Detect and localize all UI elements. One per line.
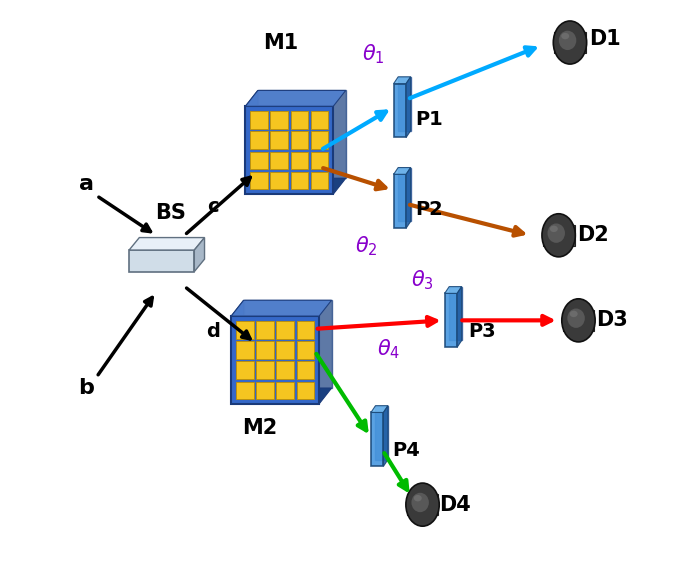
Polygon shape (563, 310, 594, 331)
Polygon shape (231, 301, 331, 316)
Text: D4: D4 (439, 494, 471, 515)
Polygon shape (398, 77, 410, 131)
Bar (271, 132, 288, 149)
Bar (297, 382, 314, 399)
Polygon shape (371, 406, 388, 413)
Polygon shape (246, 90, 346, 107)
Polygon shape (406, 77, 410, 138)
Text: P3: P3 (468, 322, 495, 341)
Ellipse shape (561, 33, 570, 39)
Bar (276, 341, 294, 359)
Bar (256, 321, 274, 338)
Text: $\theta_3$: $\theta_3$ (411, 269, 434, 293)
Ellipse shape (547, 223, 565, 243)
Polygon shape (406, 168, 410, 228)
Bar (251, 172, 268, 189)
Polygon shape (543, 225, 574, 246)
Bar (271, 172, 288, 189)
Bar (276, 321, 294, 338)
Polygon shape (246, 179, 346, 194)
Polygon shape (231, 301, 244, 404)
Bar (236, 382, 253, 399)
Polygon shape (554, 32, 586, 53)
Text: $\theta_2$: $\theta_2$ (354, 235, 377, 259)
Bar (291, 111, 308, 129)
Polygon shape (194, 238, 205, 272)
Bar (236, 321, 253, 338)
Bar (271, 151, 288, 169)
Bar (311, 132, 329, 149)
Bar (231, 316, 319, 404)
Ellipse shape (542, 214, 575, 257)
Bar (297, 341, 314, 359)
Text: D3: D3 (597, 310, 628, 331)
Polygon shape (394, 168, 410, 175)
Polygon shape (457, 287, 462, 347)
Bar (256, 361, 274, 379)
Bar (236, 361, 253, 379)
Text: M1: M1 (263, 32, 298, 53)
Text: b: b (78, 378, 94, 399)
Bar (394, 84, 406, 138)
Bar (256, 341, 274, 359)
Text: D1: D1 (589, 28, 621, 49)
Bar (291, 151, 308, 169)
Ellipse shape (559, 31, 576, 50)
Text: P2: P2 (415, 200, 443, 219)
Bar (311, 151, 329, 169)
Text: $\theta_1$: $\theta_1$ (362, 42, 385, 66)
Text: d: d (206, 322, 219, 341)
Ellipse shape (412, 493, 429, 512)
Bar (311, 111, 329, 129)
Polygon shape (244, 301, 331, 388)
Ellipse shape (406, 483, 439, 526)
Text: $\theta_4$: $\theta_4$ (377, 337, 400, 361)
Text: P1: P1 (415, 109, 443, 129)
Ellipse shape (562, 299, 595, 342)
Bar (297, 361, 314, 379)
Polygon shape (231, 388, 331, 404)
Bar (394, 175, 406, 228)
Text: D2: D2 (577, 225, 609, 246)
Ellipse shape (570, 311, 578, 317)
Polygon shape (394, 77, 410, 84)
Bar (246, 107, 334, 194)
Ellipse shape (567, 308, 585, 328)
Ellipse shape (554, 21, 587, 64)
Polygon shape (398, 168, 410, 222)
Bar (251, 111, 268, 129)
Polygon shape (407, 494, 439, 515)
Ellipse shape (550, 226, 558, 232)
Polygon shape (258, 90, 346, 179)
Text: M2: M2 (242, 418, 277, 438)
Text: c: c (207, 197, 219, 217)
Bar (236, 341, 253, 359)
Polygon shape (383, 406, 388, 466)
Bar (291, 132, 308, 149)
Bar (271, 111, 288, 129)
Bar (251, 132, 268, 149)
Ellipse shape (414, 495, 421, 501)
Bar (276, 361, 294, 379)
Bar (291, 172, 308, 189)
Polygon shape (449, 287, 462, 340)
Bar (276, 382, 294, 399)
Polygon shape (376, 406, 388, 459)
Bar (251, 151, 268, 169)
Bar (129, 250, 194, 272)
Bar (371, 413, 383, 466)
Polygon shape (246, 90, 258, 194)
Bar (297, 321, 314, 338)
Polygon shape (445, 287, 462, 294)
Bar (445, 294, 457, 347)
Polygon shape (129, 238, 205, 250)
Bar (311, 172, 329, 189)
Text: a: a (79, 174, 94, 194)
Text: P4: P4 (392, 441, 420, 460)
Text: BS: BS (155, 202, 185, 223)
Bar (256, 382, 274, 399)
